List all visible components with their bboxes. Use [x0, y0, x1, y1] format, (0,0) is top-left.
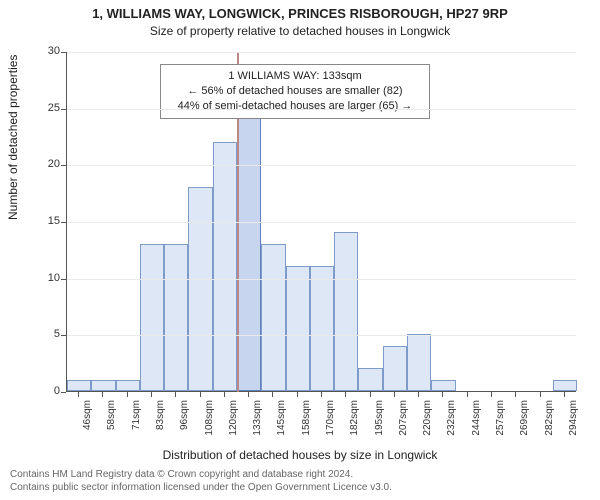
xtick-mark: [442, 392, 443, 397]
x-axis-label: Distribution of detached houses by size …: [0, 448, 600, 462]
xtick-mark: [418, 392, 419, 397]
y-axis-label: Number of detached properties: [6, 55, 20, 220]
ytick-label: 15: [30, 215, 60, 227]
xtick-label: 182sqm: [349, 400, 360, 448]
xtick-mark: [102, 392, 103, 397]
ytick-mark: [61, 335, 66, 336]
xtick-mark: [297, 392, 298, 397]
xtick-label: 220sqm: [422, 400, 433, 448]
gridline: [67, 279, 576, 280]
xtick-mark: [127, 392, 128, 397]
xtick-label: 207sqm: [398, 400, 409, 448]
xtick-label: 133sqm: [252, 400, 263, 448]
xtick-mark: [394, 392, 395, 397]
xtick-mark: [515, 392, 516, 397]
ytick-label: 5: [30, 328, 60, 340]
plot-area: 1 WILLIAMS WAY: 133sqm ← 56% of detached…: [66, 52, 576, 392]
xtick-mark: [272, 392, 273, 397]
xtick-label: 269sqm: [519, 400, 530, 448]
bar: [213, 142, 237, 391]
gridline: [67, 222, 576, 223]
chart-footer: Contains HM Land Registry data © Crown c…: [10, 468, 392, 494]
xtick-label: 232sqm: [446, 400, 457, 448]
ytick-mark: [61, 165, 66, 166]
bar: [164, 244, 188, 391]
bar: [286, 266, 310, 391]
xtick-mark: [175, 392, 176, 397]
xtick-label: 46sqm: [82, 400, 93, 448]
xtick-mark: [224, 392, 225, 397]
xtick-label: 145sqm: [276, 400, 287, 448]
xtick-label: 170sqm: [325, 400, 336, 448]
ytick-label: 25: [30, 102, 60, 114]
ytick-mark: [61, 52, 66, 53]
ytick-label: 20: [30, 158, 60, 170]
annot-line-1: 1 WILLIAMS WAY: 133sqm: [169, 69, 421, 84]
xtick-mark: [248, 392, 249, 397]
gridline: [67, 109, 576, 110]
ytick-mark: [61, 392, 66, 393]
bar: [188, 187, 212, 391]
bar: [358, 368, 382, 391]
xtick-label: 244sqm: [471, 400, 482, 448]
bar: [91, 380, 115, 391]
xtick-label: 71sqm: [131, 400, 142, 448]
annotation-box: 1 WILLIAMS WAY: 133sqm ← 56% of detached…: [160, 64, 430, 119]
bar: [116, 380, 140, 391]
gridline: [67, 335, 576, 336]
xtick-label: 96sqm: [179, 400, 190, 448]
bar: [261, 244, 285, 391]
ytick-label: 10: [30, 272, 60, 284]
ytick-label: 0: [30, 385, 60, 397]
chart-container: 1, WILLIAMS WAY, LONGWICK, PRINCES RISBO…: [0, 0, 600, 500]
xtick-mark: [467, 392, 468, 397]
xtick-mark: [321, 392, 322, 397]
xtick-label: 294sqm: [568, 400, 579, 448]
bar: [431, 380, 455, 391]
bar: [334, 232, 358, 391]
xtick-mark: [200, 392, 201, 397]
xtick-label: 83sqm: [155, 400, 166, 448]
footer-line-1: Contains HM Land Registry data © Crown c…: [10, 468, 392, 481]
bar: [553, 380, 577, 391]
xtick-mark: [151, 392, 152, 397]
gridline: [67, 52, 576, 53]
xtick-mark: [345, 392, 346, 397]
xtick-mark: [370, 392, 371, 397]
xtick-label: 158sqm: [301, 400, 312, 448]
bar: [140, 244, 164, 391]
xtick-mark: [491, 392, 492, 397]
ytick-mark: [61, 222, 66, 223]
xtick-label: 195sqm: [374, 400, 385, 448]
ytick-mark: [61, 109, 66, 110]
xtick-mark: [78, 392, 79, 397]
bar: [237, 108, 261, 391]
footer-line-2: Contains public sector information licen…: [10, 481, 392, 494]
bar: [310, 266, 334, 391]
xtick-mark: [540, 392, 541, 397]
annot-line-2: ← 56% of detached houses are smaller (82…: [169, 84, 421, 99]
bar: [383, 346, 407, 391]
xtick-label: 282sqm: [544, 400, 555, 448]
annot-line-3: 44% of semi-detached houses are larger (…: [169, 99, 421, 114]
ytick-label: 30: [30, 45, 60, 57]
ytick-mark: [61, 279, 66, 280]
xtick-label: 108sqm: [204, 400, 215, 448]
gridline: [67, 165, 576, 166]
xtick-label: 257sqm: [495, 400, 506, 448]
xtick-label: 120sqm: [228, 400, 239, 448]
xtick-mark: [564, 392, 565, 397]
chart-subtitle: Size of property relative to detached ho…: [0, 24, 600, 38]
xtick-label: 58sqm: [106, 400, 117, 448]
bar: [407, 334, 431, 391]
chart-title: 1, WILLIAMS WAY, LONGWICK, PRINCES RISBO…: [0, 6, 600, 21]
bar: [67, 380, 91, 391]
